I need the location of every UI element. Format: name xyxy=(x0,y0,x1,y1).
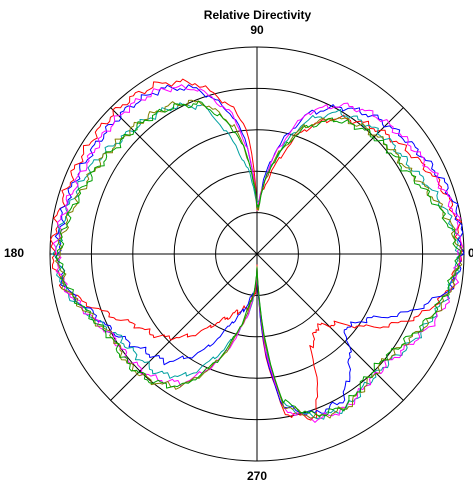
angle-label-0: 0 xyxy=(468,246,473,260)
series-2-line xyxy=(54,84,465,416)
polar-grid xyxy=(49,46,465,462)
grid-spoke-135 xyxy=(110,107,404,401)
series-layer xyxy=(50,78,465,423)
series-6-line xyxy=(55,100,461,418)
series-1-line xyxy=(50,78,464,421)
angle-label-90: 90 xyxy=(250,23,264,37)
chart-title: Relative Directivity xyxy=(203,8,312,22)
angle-label-270: 270 xyxy=(246,469,268,483)
angle-label-180: 180 xyxy=(4,246,25,260)
series-5-line xyxy=(55,99,463,419)
